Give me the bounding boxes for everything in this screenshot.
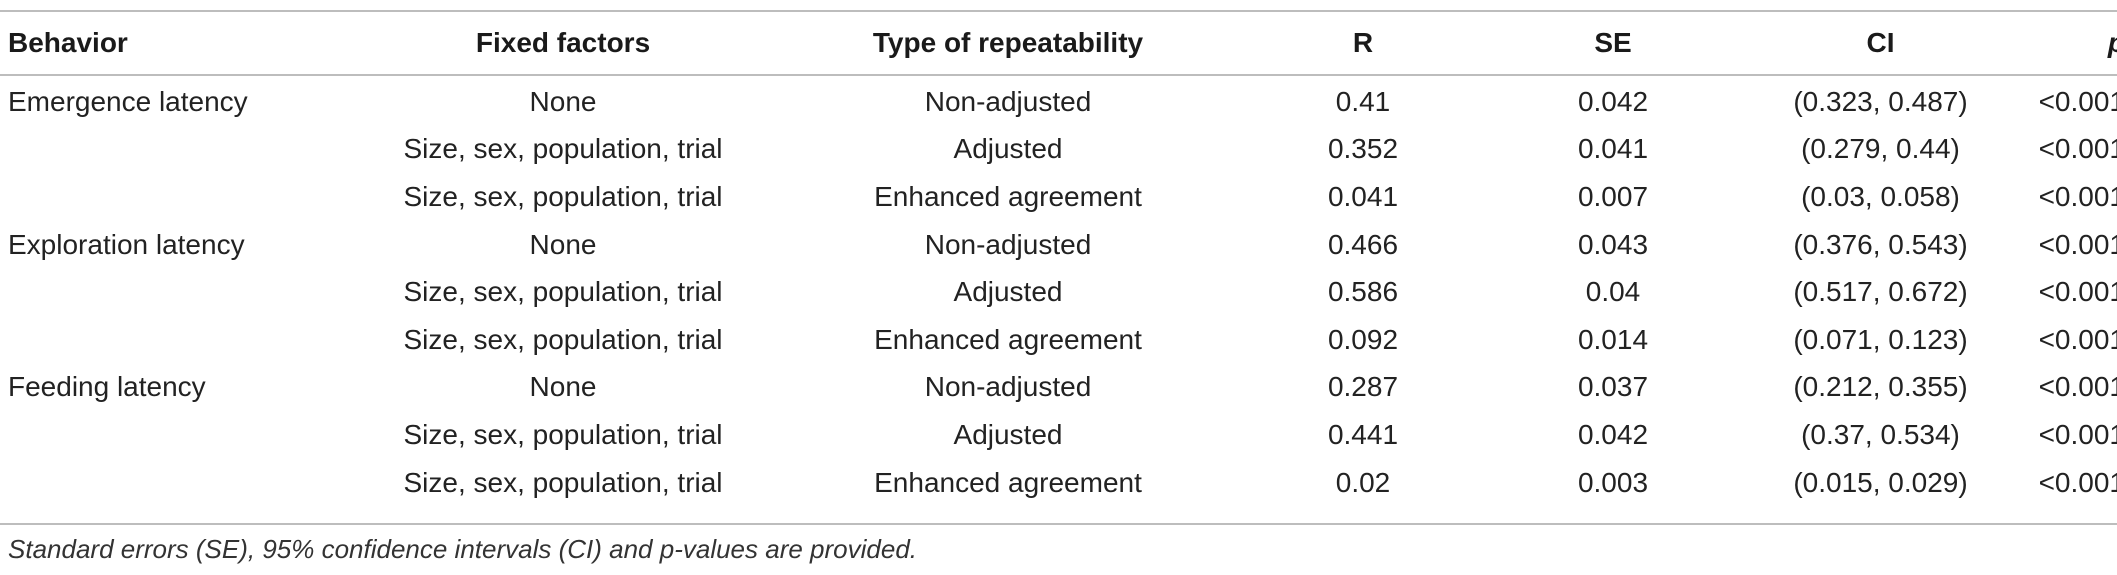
header-ci: CI [1866,27,1895,58]
table-row: Feeding latency None Non-adjusted 0.287 0.03… [0,364,2117,412]
cell-ci: (0.376, 0.543) [1793,228,1968,260]
cell-type-of-repeatability: Enhanced agreement [874,323,1142,355]
cell-ci: (0.212, 0.355) [1793,371,1968,403]
cell-behavior: Exploration latency [8,228,245,260]
header-p: p [2023,12,2117,74]
cell-behavior [0,316,348,364]
table-bottom-rule [0,523,2117,525]
cell-behavior [0,173,348,221]
cell-behavior [0,459,348,507]
cell-fixed-factors: None [529,85,597,117]
table-row: Size, sex, population, trial Enhanced agr… [0,316,2117,364]
cell-behavior [0,268,348,316]
cell-r: 0.41 [1335,85,1391,117]
table-row: Emergence latency None Non-adjusted 0.41 0.0… [0,74,2117,126]
cell-p: <0.001 [2038,418,2117,450]
cell-fixed-factors: Size, sex, population, trial [403,133,723,165]
table-body: Emergence latency None Non-adjusted 0.41 0.0… [0,74,2117,506]
cell-type-of-repeatability: Adjusted [953,418,1063,450]
cell-se: 0.042 [1577,418,1649,450]
cell-ci: (0.517, 0.672) [1793,276,1968,308]
cell-behavior: Emergence latency [8,85,248,117]
cell-fixed-factors: Size, sex, population, trial [403,180,723,212]
cell-se: 0.037 [1577,371,1649,403]
cell-r: 0.041 [1327,180,1399,212]
table-row: Exploration latency None Non-adjusted 0.466… [0,221,2117,269]
cell-se: 0.007 [1577,180,1649,212]
table-row: Size, sex, population, trial Adjusted 0.58… [0,268,2117,316]
cell-se: 0.042 [1577,85,1649,117]
cell-ci: (0.279, 0.44) [1801,133,1960,165]
cell-fixed-factors: None [529,371,597,403]
cell-type-of-repeatability: Enhanced agreement [874,466,1142,498]
cell-type-of-repeatability: Non-adjusted [924,228,1092,260]
cell-p: <0.001 [2038,466,2117,498]
cell-se: 0.014 [1577,323,1649,355]
cell-ci: (0.015, 0.029) [1793,466,1968,498]
repeatability-table: Behavior Fixed factors Type of repeatabi… [0,12,2117,506]
table-row: Size, sex, population, trial Adjusted 0.44… [0,411,2117,459]
cell-se: 0.003 [1577,466,1649,498]
cell-type-of-repeatability: Adjusted [953,133,1063,165]
cell-type-of-repeatability: Non-adjusted [924,85,1092,117]
cell-fixed-factors: Size, sex, population, trial [403,276,723,308]
cell-behavior: Feeding latency [8,371,206,403]
header-r: R [1352,27,1374,58]
table-row: Size, sex, population, trial Enhanced agr… [0,173,2117,221]
header-se: SE [1594,27,1632,58]
cell-behavior [0,411,348,459]
cell-p: <0.001 [2038,133,2117,165]
cell-r: 0.441 [1327,418,1399,450]
cell-p: <0.001 [2038,180,2117,212]
table-top-rule [0,10,2117,12]
cell-r: 0.092 [1327,323,1399,355]
table-header-rule [0,74,2117,76]
cell-r: 0.287 [1327,371,1399,403]
table-footnote: Standard errors (SE), 95% confidence int… [8,534,917,564]
cell-fixed-factors: None [529,228,597,260]
cell-type-of-repeatability: Non-adjusted [924,371,1092,403]
header-fixed-factors: Fixed factors [475,27,651,58]
cell-behavior [0,126,348,174]
cell-se: 0.04 [1585,276,1641,308]
cell-se: 0.041 [1577,133,1649,165]
cell-type-of-repeatability: Adjusted [953,276,1063,308]
cell-p: <0.001 [2038,371,2117,403]
cell-r: 0.586 [1327,276,1399,308]
cell-se: 0.043 [1577,228,1649,260]
cell-p: <0.001 [2038,323,2117,355]
header-behavior: Behavior [8,27,128,58]
cell-type-of-repeatability: Enhanced agreement [874,180,1142,212]
cell-ci: (0.37, 0.534) [1801,418,1960,450]
table-row: Size, sex, population, trial Enhanced agr… [0,459,2117,507]
table-row: Size, sex, population, trial Adjusted 0.35… [0,126,2117,174]
cell-fixed-factors: Size, sex, population, trial [403,418,723,450]
header-type-of-repeatability: Type of repeatability [872,27,1144,58]
table-header-row: Behavior Fixed factors Type of repeatabi… [0,12,2117,74]
cell-r: 0.352 [1327,133,1399,165]
cell-p: <0.001 [2038,85,2117,117]
cell-p: <0.001 [2038,276,2117,308]
cell-ci: (0.03, 0.058) [1801,180,1960,212]
cell-ci: (0.071, 0.123) [1793,323,1968,355]
cell-r: 0.02 [1335,466,1391,498]
cell-r: 0.466 [1327,228,1399,260]
cell-ci: (0.323, 0.487) [1793,85,1968,117]
cell-p: <0.001 [2038,228,2117,260]
cell-fixed-factors: Size, sex, population, trial [403,323,723,355]
cell-fixed-factors: Size, sex, population, trial [403,466,723,498]
